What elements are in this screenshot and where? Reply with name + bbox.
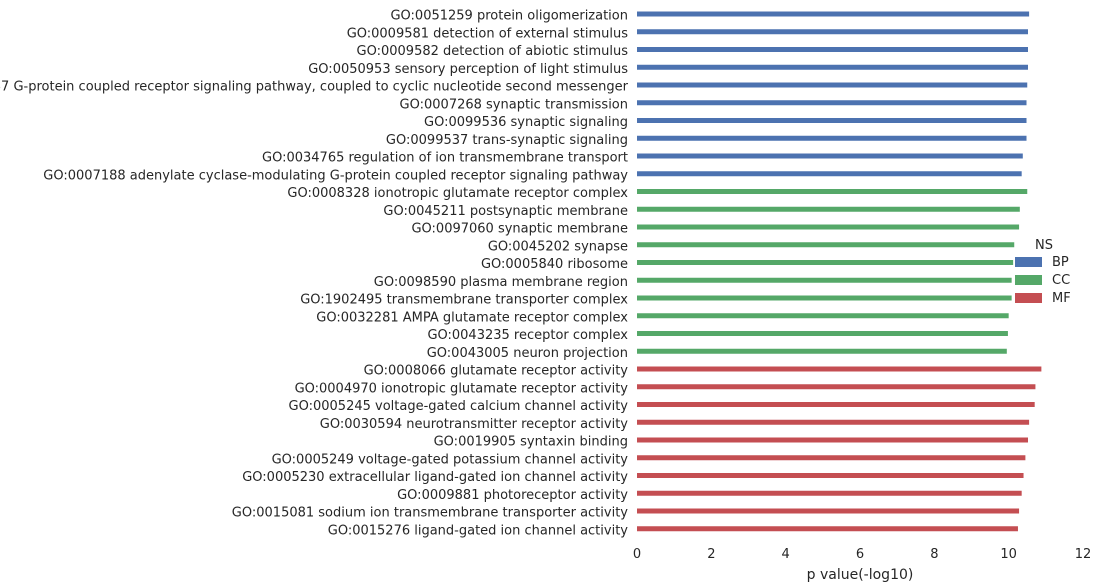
- bar-cc: [637, 277, 1012, 283]
- x-tick-label: 10: [1000, 547, 1017, 562]
- x-tick-label: 2: [707, 547, 715, 562]
- bar-mf: [637, 384, 1036, 390]
- bar-cc: [637, 348, 1007, 354]
- category-label: GO:0099537 trans-synaptic signaling: [386, 133, 628, 148]
- category-label: GO:0004970 ionotropic glutamate receptor…: [295, 381, 629, 396]
- category-label: GO:0032281 AMPA glutamate receptor compl…: [316, 310, 628, 325]
- bar-bp: [637, 47, 1028, 52]
- legend-label-bp: BP: [1052, 255, 1069, 270]
- category-label: GO:0007188 adenylate cyclase-modulating …: [43, 168, 628, 183]
- bar-bp: [637, 118, 1027, 123]
- category-label: GO:0043235 receptor complex: [427, 328, 628, 343]
- category-label: GO:0007187 G-protein coupled receptor si…: [0, 80, 629, 95]
- category-label: GO:0045211 postsynaptic membrane: [383, 204, 628, 219]
- x-tick-label: 12: [1075, 547, 1092, 562]
- category-label: GO:0043005 neuron projection: [427, 346, 628, 361]
- x-axis-label: p value(-log10): [807, 567, 914, 583]
- bar-cc: [637, 295, 1012, 301]
- category-label: GO:0009581 detection of external stimulu…: [347, 26, 629, 41]
- bar-mf: [637, 419, 1030, 425]
- legend-swatch-bp: [1015, 257, 1042, 267]
- bar-bp: [637, 82, 1028, 88]
- legend-swatch-mf: [1015, 293, 1042, 303]
- category-label: GO:0015276 ligand-gated ion channel acti…: [328, 523, 629, 538]
- legend-label-mf: MF: [1052, 291, 1071, 306]
- bar-cc: [637, 242, 1015, 248]
- category-label: GO:0005230 extracellular ligand-gated io…: [242, 470, 628, 485]
- bar-cc: [637, 206, 1020, 212]
- bar-bp: [637, 153, 1023, 159]
- category-label: GO:0019905 syntaxin binding: [434, 435, 628, 450]
- bar-bp: [637, 11, 1030, 17]
- bar-mf: [637, 473, 1024, 478]
- category-label: GO:0051259 protein oligomerization: [390, 9, 628, 24]
- bar-mf: [637, 366, 1042, 372]
- category-label: GO:0098590 plasma membrane region: [374, 275, 628, 290]
- x-tick-label: 0: [633, 547, 641, 562]
- bar-mf: [637, 526, 1018, 532]
- x-tick-label: 6: [856, 547, 864, 562]
- legend-title: NS: [1035, 238, 1053, 253]
- category-label: GO:0007268 synaptic transmission: [400, 97, 628, 112]
- bar-bp: [637, 135, 1027, 141]
- category-label: GO:0030594 neurotransmitter receptor act…: [320, 417, 629, 432]
- bar-cc: [637, 331, 1008, 336]
- x-tick-label: 8: [930, 547, 938, 562]
- bar-cc: [637, 189, 1028, 194]
- category-label: GO:0009582 detection of abiotic stimulus: [357, 44, 629, 59]
- legend-swatch-cc: [1015, 275, 1042, 285]
- legend: NS BP CC MF: [1015, 238, 1071, 306]
- bar-bp: [637, 29, 1028, 35]
- bar-mf: [637, 402, 1035, 407]
- legend-label-cc: CC: [1052, 273, 1070, 288]
- category-label: GO:0005840 ribosome: [481, 257, 628, 272]
- x-tick-label: 4: [782, 547, 790, 562]
- bar-cc: [637, 260, 1014, 265]
- bar-cc: [637, 313, 1009, 319]
- bar-bp: [637, 64, 1028, 70]
- bar-mf: [637, 455, 1026, 461]
- category-label: GO:0099536 synaptic signaling: [424, 115, 628, 130]
- bar-mf: [637, 490, 1022, 496]
- x-axis: 0 2 4 6 8 10 12: [633, 547, 1091, 562]
- category-label: GO:0034765 regulation of ion transmembra…: [262, 151, 628, 166]
- bar-cc: [637, 224, 1020, 230]
- category-label: GO:0045202 synapse: [488, 239, 628, 254]
- category-label: GO:0008066 glutamate receptor activity: [364, 364, 629, 379]
- category-label: GO:0015081 sodium ion transmembrane tran…: [232, 506, 628, 521]
- bar-bp: [637, 171, 1022, 177]
- category-label: GO:1902495 transmembrane transporter com…: [300, 293, 628, 308]
- category-label: GO:0097060 synaptic membrane: [411, 222, 628, 237]
- bars-layer: [637, 11, 1042, 532]
- category-label: GO:0005245 voltage-gated calcium channel…: [289, 399, 629, 414]
- bar-mf: [637, 508, 1020, 514]
- category-label: GO:0005249 voltage-gated potassium chann…: [272, 452, 629, 467]
- category-labels: GO:0051259 protein oligomerization GO:000…: [0, 9, 629, 539]
- bar-mf: [637, 437, 1028, 443]
- category-label: GO:0008328 ionotropic glutamate receptor…: [287, 186, 628, 201]
- category-label: GO:0050953 sensory perception of light s…: [308, 62, 628, 77]
- category-label: GO:0009881 photoreceptor activity: [397, 488, 628, 503]
- bar-bp: [637, 100, 1027, 106]
